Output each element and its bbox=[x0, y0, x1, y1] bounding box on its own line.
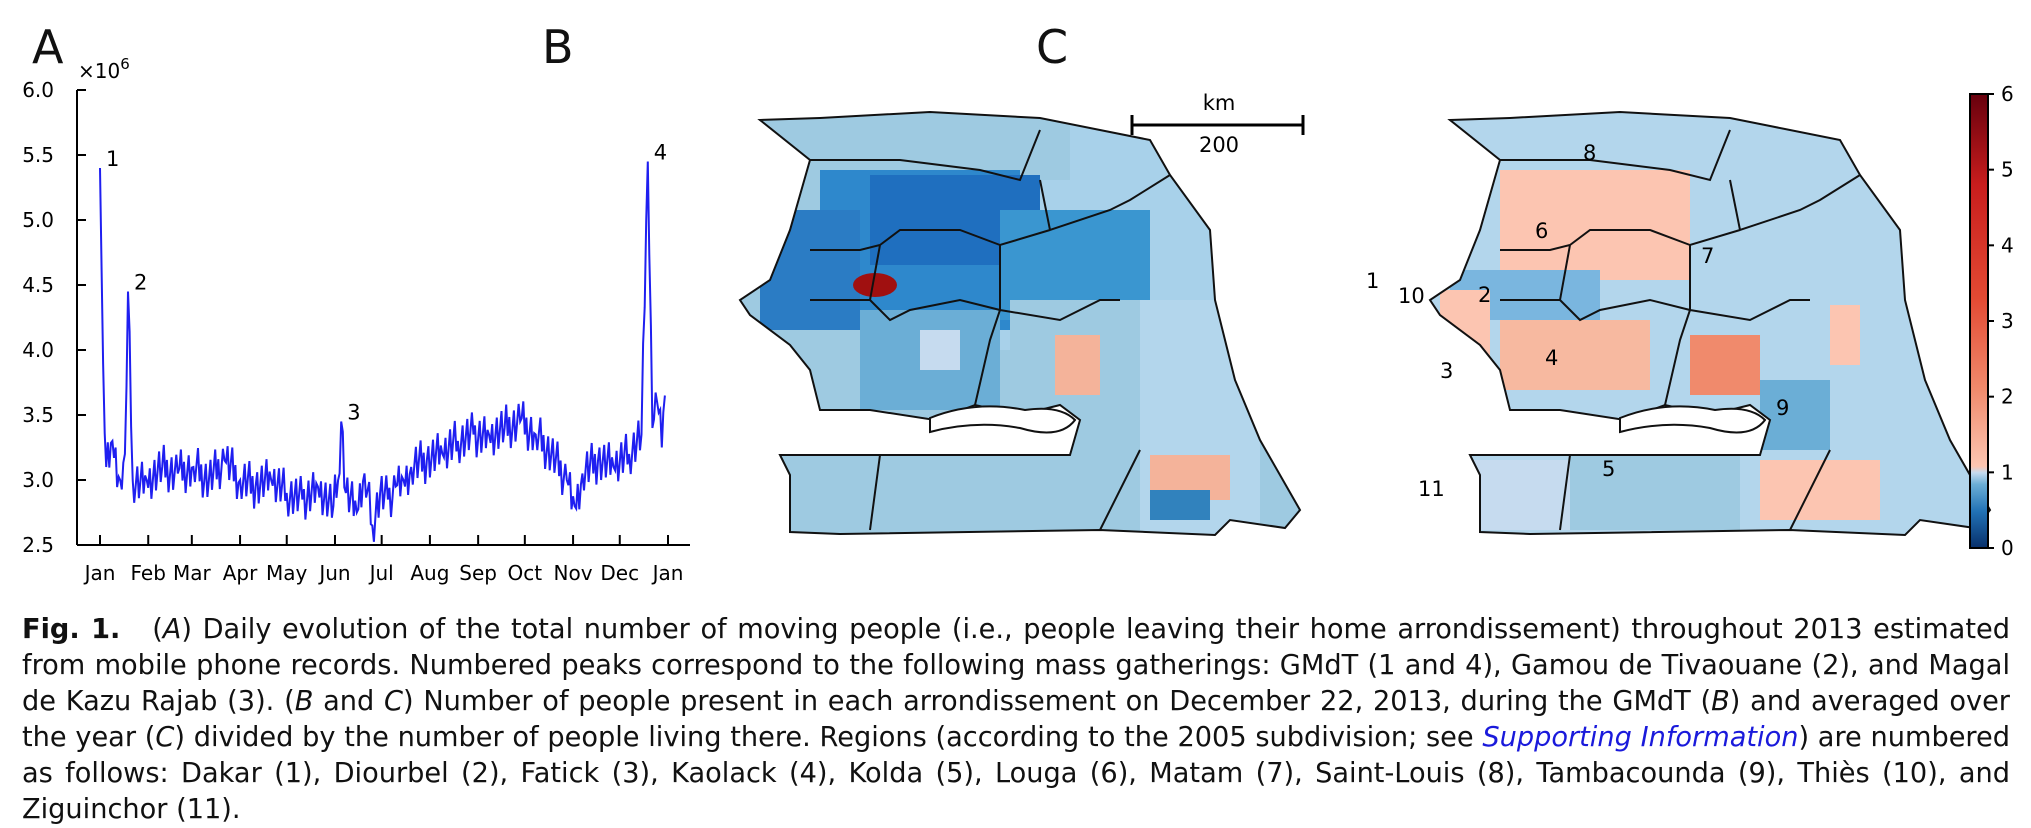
map-b-region-borders bbox=[810, 129, 1171, 531]
caption-text: ) and averaged over the year ( bbox=[22, 686, 2010, 753]
series-line bbox=[99, 161, 666, 542]
colorbar-tick-label: 3 bbox=[2001, 309, 2014, 333]
panel-c-letter: C bbox=[1036, 20, 1069, 74]
colorbar-tick-label: 5 bbox=[2001, 158, 2014, 182]
map-b-salmon-patch bbox=[1055, 335, 1100, 395]
region-label-2: 2 bbox=[1478, 283, 1491, 307]
map-c-region-louga bbox=[1500, 170, 1690, 280]
y-tick-label: 3.5 bbox=[22, 403, 54, 427]
x-tick-label: Dec bbox=[600, 561, 639, 585]
y-tick-label: 5.0 bbox=[22, 208, 54, 232]
map-c-gambia-gap bbox=[1619, 405, 1767, 434]
caption-fig-label: Fig. 1. bbox=[22, 614, 121, 645]
x-tick-label: Nov bbox=[554, 561, 593, 585]
x-tick-label: Jan bbox=[651, 561, 684, 585]
map-b-hotspot-touba bbox=[853, 273, 897, 297]
x-axis-ticks: Jan Feb Mar Apr May Jun Jul Aug Sep Oct Nov Dec Jan bbox=[83, 535, 684, 585]
caption-text: ( bbox=[152, 614, 163, 645]
caption-text: and bbox=[313, 686, 384, 717]
x-tick-label: Apr bbox=[223, 561, 258, 585]
caption-text: ) Number of people present in each arron… bbox=[402, 686, 1712, 717]
caption-ref-c: C bbox=[384, 686, 403, 717]
peak-labels: 1 2 3 4 bbox=[106, 141, 667, 425]
map-c-salmon-east bbox=[1830, 305, 1860, 365]
region-label-11: 11 bbox=[1418, 477, 1445, 501]
map-c-ziguinchor bbox=[1470, 460, 1570, 530]
region-label-3: 3 bbox=[1440, 359, 1453, 383]
x-tick-label: Jul bbox=[368, 561, 394, 585]
figure-caption: Fig. 1. (A) Daily evolution of the total… bbox=[22, 612, 2010, 828]
map-b-scale-bar: km 200 bbox=[1130, 91, 1305, 157]
axis-multiplier: ×106 bbox=[78, 55, 130, 83]
scale-value-label: 200 bbox=[1199, 133, 1239, 157]
caption-ref-c: C bbox=[155, 722, 175, 753]
peak-label: 1 bbox=[106, 147, 119, 171]
region-label-5: 5 bbox=[1602, 457, 1615, 481]
caption-ref-b: B bbox=[1711, 686, 1730, 717]
colorbar-tick-label: 1 bbox=[2001, 460, 2014, 484]
y-axis-ticks: 2.5 3.0 3.5 4.0 4.5 5.0 5.5 6.0 bbox=[22, 78, 86, 557]
caption-text: ) divided by the number of people living… bbox=[174, 722, 1483, 753]
x-tick-label: Mar bbox=[173, 561, 212, 585]
map-b-gambia-gap bbox=[929, 405, 1077, 434]
region-label-7: 7 bbox=[1701, 244, 1714, 268]
y-tick-label: 2.5 bbox=[22, 533, 54, 557]
region-label-10: 10 bbox=[1398, 284, 1425, 308]
y-tick-label: 4.0 bbox=[22, 338, 54, 362]
map-c-kolda-blue bbox=[1570, 450, 1740, 530]
region-label-4: 4 bbox=[1545, 346, 1558, 370]
x-tick-label: Jun bbox=[317, 561, 350, 585]
map-b-dark-patch bbox=[1150, 490, 1210, 520]
map-c-region-labels: 1 2 3 4 5 6 7 8 9 10 11 bbox=[1366, 141, 1789, 501]
peak-label: 4 bbox=[654, 141, 667, 165]
y-tick-label: 5.5 bbox=[22, 143, 54, 167]
x-tick-label: Sep bbox=[459, 561, 497, 585]
colorbar-tick-label: 4 bbox=[2001, 233, 2014, 257]
panel-b-letter: B bbox=[542, 20, 574, 74]
x-tick-label: Oct bbox=[508, 561, 543, 585]
map-c-region-kaolack bbox=[1500, 320, 1650, 390]
caption-ref-b: B bbox=[294, 686, 314, 717]
map-c-region-west bbox=[1440, 290, 1490, 420]
supporting-information-link[interactable]: Supporting Information bbox=[1482, 722, 1799, 753]
colorbar: 0 1 2 3 4 5 6 bbox=[1969, 82, 2014, 560]
colorbar-ticks: 0 1 2 3 4 5 6 bbox=[1988, 82, 2014, 560]
caption-text: ) Daily evolution of the total number of… bbox=[22, 614, 2010, 717]
y-tick-label: 3.0 bbox=[22, 468, 54, 492]
colorbar-tick-label: 2 bbox=[2001, 385, 2014, 409]
y-tick-label: 6.0 bbox=[22, 78, 54, 102]
line-chart: 2.5 3.0 3.5 4.0 4.5 5.0 5.5 6.0 Jan Feb Mar Apr May… bbox=[22, 55, 690, 585]
region-label-9: 9 bbox=[1776, 396, 1789, 420]
region-label-8: 8 bbox=[1583, 141, 1596, 165]
panel-a-letter: A bbox=[32, 20, 64, 74]
map-c-region-borders bbox=[1500, 129, 1861, 531]
map-b-region-south bbox=[780, 450, 1110, 535]
colorbar-gradient bbox=[1969, 93, 1989, 549]
map-c-orange-patch bbox=[1690, 335, 1760, 395]
x-tick-label: May bbox=[266, 561, 308, 585]
x-tick-label: Feb bbox=[131, 561, 166, 585]
region-label-1: 1 bbox=[1366, 269, 1379, 293]
figure-graphics: 2.5 3.0 3.5 4.0 4.5 5.0 5.5 6.0 Jan Feb Mar Apr May… bbox=[22, 55, 2014, 585]
map-c-tamba-blue bbox=[1760, 380, 1830, 450]
scale-unit-label: km bbox=[1203, 91, 1236, 115]
caption-ref-a: A bbox=[162, 614, 182, 645]
peak-label: 2 bbox=[134, 271, 147, 295]
x-tick-label: Aug bbox=[410, 561, 449, 585]
peak-label: 3 bbox=[347, 401, 360, 425]
map-b: km 200 bbox=[739, 91, 1305, 536]
region-label-6: 6 bbox=[1535, 219, 1548, 243]
colorbar-tick-label: 6 bbox=[2001, 82, 2014, 106]
x-tick-label: Jan bbox=[83, 561, 116, 585]
caption-text: ) are numbered as follows: Dakar (1), Di… bbox=[22, 722, 2011, 825]
map-c: 1 2 3 4 5 6 7 8 9 10 11 bbox=[1366, 111, 1991, 536]
map-b-light-patch bbox=[920, 330, 960, 370]
colorbar-tick-label: 0 bbox=[2001, 536, 2014, 560]
y-tick-label: 4.5 bbox=[22, 273, 54, 297]
